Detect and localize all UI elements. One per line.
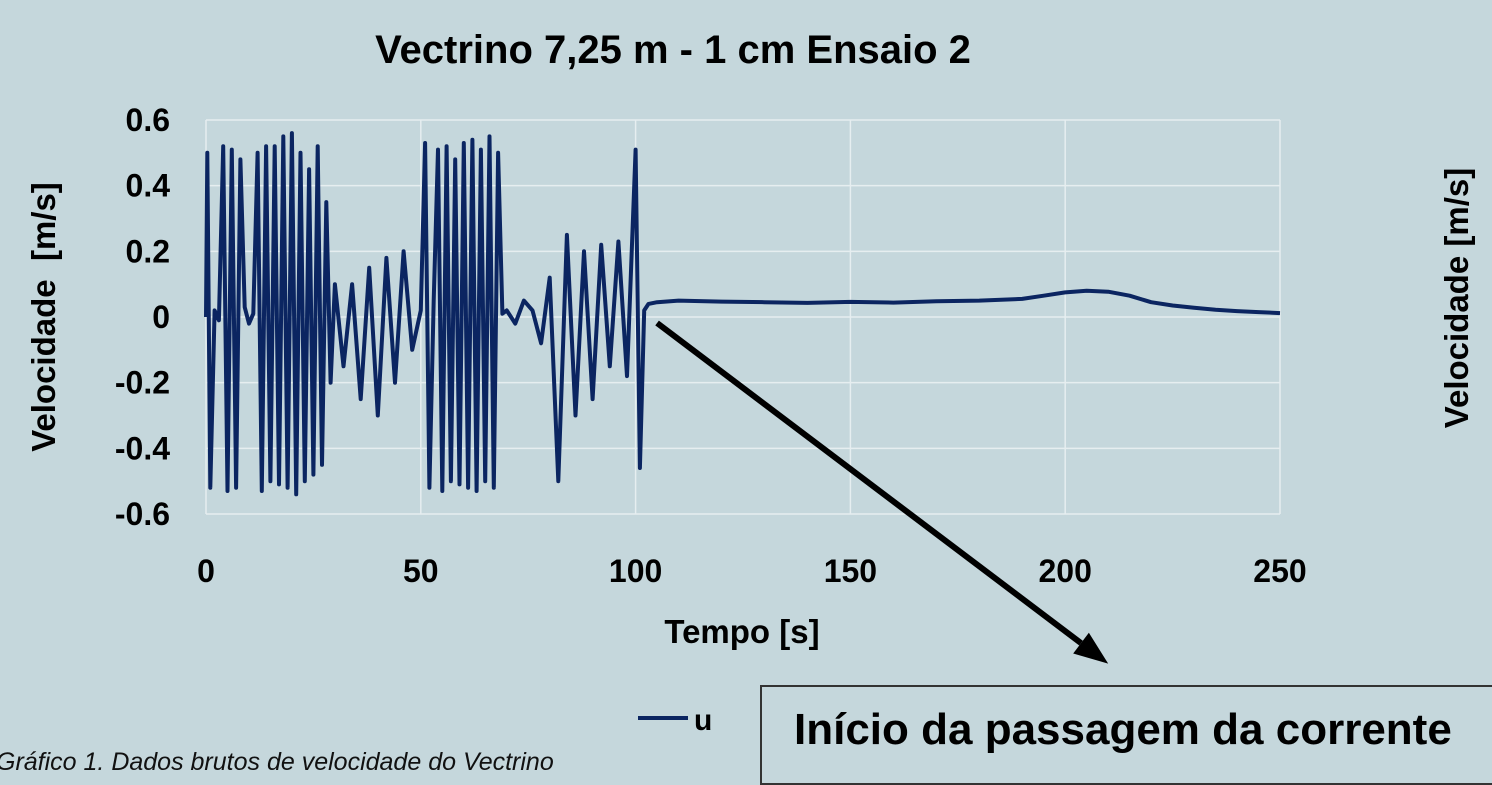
legend: u (638, 704, 712, 737)
y-tick-label: 0.6 (126, 102, 170, 138)
legend-label: u (694, 704, 712, 737)
series-line-u (204, 131, 1281, 497)
chart-title: Vectrino 7,25 m - 1 cm Ensaio 2 (375, 28, 971, 72)
y-axis-label: Velocidade [m/s] (25, 182, 62, 452)
y-tick-label: 0.4 (126, 168, 171, 204)
annotation-arrow (655, 320, 1109, 664)
y-tick-label: 0.2 (126, 233, 170, 269)
y-tick-labels: 0.6 0.4 0.2 0 -0.2 -0.4 -0.6 (115, 102, 170, 532)
x-tick-label: 150 (824, 553, 877, 589)
grid (205, 119, 1281, 515)
x-tick-label: 200 (1039, 553, 1092, 589)
annotation-arrow-head (1073, 632, 1109, 664)
series-group (204, 131, 1281, 497)
x-tick-label: 250 (1253, 553, 1306, 589)
x-tick-label: 0 (197, 553, 215, 589)
y-tick-label: -0.4 (115, 430, 170, 466)
annotation-arrow-shaft (655, 320, 1083, 646)
x-tick-labels: 0 50 100 150 200 250 (197, 553, 1307, 589)
x-tick-label: 50 (403, 553, 439, 589)
figure-caption: Gráfico 1. Dados brutos de velocidade do… (0, 748, 554, 776)
y-axis-label-right: Velocidade [m/s] (1438, 168, 1475, 428)
x-axis-label: Tempo [s] (664, 613, 819, 650)
y-tick-label: 0 (152, 299, 170, 335)
callout-text: Início da passagem da corrente (794, 705, 1452, 754)
y-tick-label: -0.6 (115, 496, 170, 532)
y-tick-label: -0.2 (115, 365, 170, 401)
x-tick-label: 100 (609, 553, 662, 589)
callout-box: Início da passagem da corrente (760, 685, 1492, 785)
